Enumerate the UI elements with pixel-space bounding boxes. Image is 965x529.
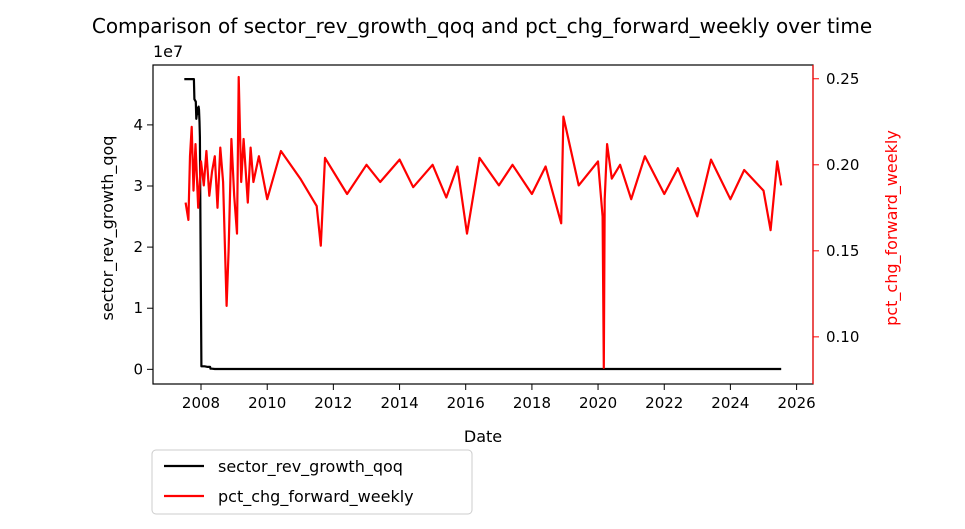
x-tick-label: 2026 xyxy=(778,394,816,412)
x-tick-label: 2018 xyxy=(513,394,551,412)
left-tick-label: 0 xyxy=(133,360,143,378)
x-axis-label: Date xyxy=(464,427,502,446)
x-tick-label: 2008 xyxy=(182,394,220,412)
left-axis-label: sector_rev_growth_qoq xyxy=(98,136,118,321)
x-tick-label: 2014 xyxy=(380,394,418,412)
legend-label-pct-chg-forward-weekly: pct_chg_forward_weekly xyxy=(218,487,414,507)
right-tick-label: 0.15 xyxy=(826,242,859,260)
x-tick-label: 2016 xyxy=(447,394,485,412)
left-tick-label: 4 xyxy=(133,116,143,134)
right-tick-label: 0.25 xyxy=(826,70,859,88)
legend-label-sector-rev-growth-qoq: sector_rev_growth_qoq xyxy=(218,457,403,477)
right-axis-label: pct_chg_forward_weekly xyxy=(882,130,902,326)
left-axis-offset-text: 1e7 xyxy=(153,42,183,61)
right-tick-label: 0.10 xyxy=(826,328,859,346)
x-tick-label: 2022 xyxy=(645,394,683,412)
legend-box xyxy=(151,449,473,515)
x-tick-label: 2010 xyxy=(248,394,286,412)
left-tick-label: 1 xyxy=(133,299,143,317)
series-line-sector-rev-growth-qoq xyxy=(184,78,782,371)
left-tick-label: 3 xyxy=(133,177,143,195)
x-tick-label: 2024 xyxy=(711,394,749,412)
legend: sector_rev_growth_qoq pct_chg_forward_we… xyxy=(151,449,473,515)
x-tick-label: 2020 xyxy=(579,394,617,412)
plot-lines xyxy=(184,75,783,371)
x-axis: 2008 2010 2012 2014 2016 2018 2020 2022 2024 2026 xyxy=(182,384,816,412)
right-axis: 0.10 0.15 0.20 0.25 xyxy=(812,65,859,384)
left-tick-label: 2 xyxy=(133,238,143,256)
chart-title: Comparison of sector_rev_growth_qoq and … xyxy=(92,14,872,38)
right-tick-label: 0.20 xyxy=(826,156,859,174)
x-tick-label: 2012 xyxy=(314,394,352,412)
series-line-pct-chg-forward-weekly xyxy=(184,75,783,369)
left-axis: 0 1 2 3 4 xyxy=(133,116,153,378)
